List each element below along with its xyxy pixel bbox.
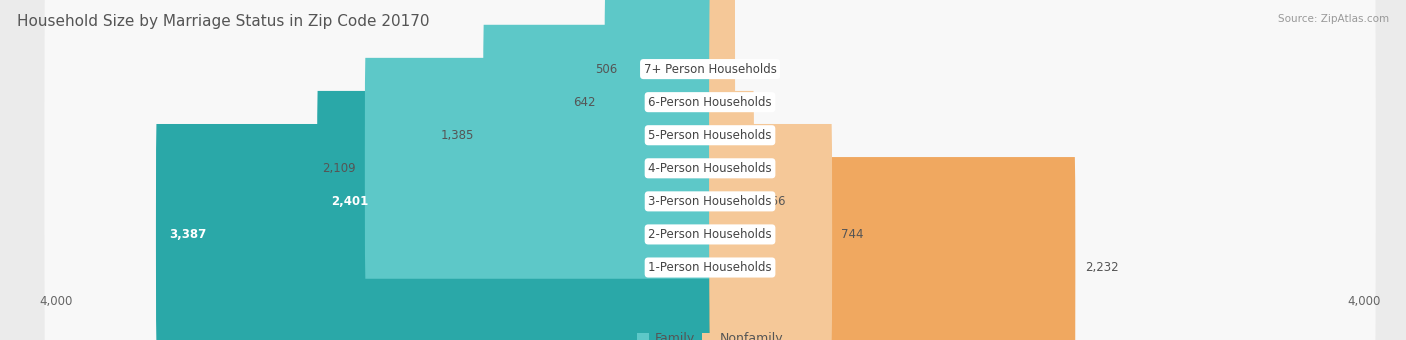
FancyBboxPatch shape: [484, 25, 710, 246]
Text: 6-Person Households: 6-Person Households: [648, 96, 772, 109]
Text: 4-Person Households: 4-Person Households: [648, 162, 772, 175]
Text: Household Size by Marriage Status in Zip Code 20170: Household Size by Marriage Status in Zip…: [17, 14, 429, 29]
Text: Source: ZipAtlas.com: Source: ZipAtlas.com: [1278, 14, 1389, 23]
FancyBboxPatch shape: [710, 0, 735, 180]
FancyBboxPatch shape: [710, 0, 735, 212]
FancyBboxPatch shape: [45, 0, 1375, 340]
FancyBboxPatch shape: [45, 0, 1375, 340]
Text: 7+ Person Households: 7+ Person Households: [644, 63, 776, 75]
Text: 2-Person Households: 2-Person Households: [648, 228, 772, 241]
Text: 57: 57: [730, 162, 744, 175]
Text: 1-Person Households: 1-Person Households: [648, 261, 772, 274]
FancyBboxPatch shape: [364, 58, 710, 279]
FancyBboxPatch shape: [710, 124, 832, 340]
Text: 0: 0: [744, 96, 752, 109]
Text: 5-Person Households: 5-Person Households: [648, 129, 772, 142]
FancyBboxPatch shape: [45, 0, 1375, 340]
FancyBboxPatch shape: [45, 0, 1375, 340]
FancyBboxPatch shape: [605, 0, 710, 212]
FancyBboxPatch shape: [710, 58, 720, 279]
Text: 266: 266: [763, 195, 786, 208]
FancyBboxPatch shape: [710, 157, 1076, 340]
Text: 2,232: 2,232: [1084, 261, 1118, 274]
Text: 0: 0: [744, 63, 752, 75]
Text: 2,109: 2,109: [322, 162, 356, 175]
FancyBboxPatch shape: [627, 0, 710, 180]
FancyBboxPatch shape: [156, 124, 710, 340]
Text: 506: 506: [595, 63, 617, 75]
FancyBboxPatch shape: [710, 91, 754, 312]
Legend: Family, Nonfamily: Family, Nonfamily: [631, 327, 789, 340]
FancyBboxPatch shape: [318, 91, 710, 312]
Text: 0: 0: [744, 129, 752, 142]
Text: 1,385: 1,385: [440, 129, 474, 142]
Text: 3,387: 3,387: [170, 228, 207, 241]
Text: 642: 642: [572, 96, 595, 109]
FancyBboxPatch shape: [45, 0, 1375, 340]
FancyBboxPatch shape: [45, 0, 1375, 340]
Text: 744: 744: [841, 228, 863, 241]
Text: 3-Person Households: 3-Person Households: [648, 195, 772, 208]
FancyBboxPatch shape: [45, 0, 1375, 340]
Text: 2,401: 2,401: [330, 195, 368, 208]
FancyBboxPatch shape: [710, 25, 735, 246]
